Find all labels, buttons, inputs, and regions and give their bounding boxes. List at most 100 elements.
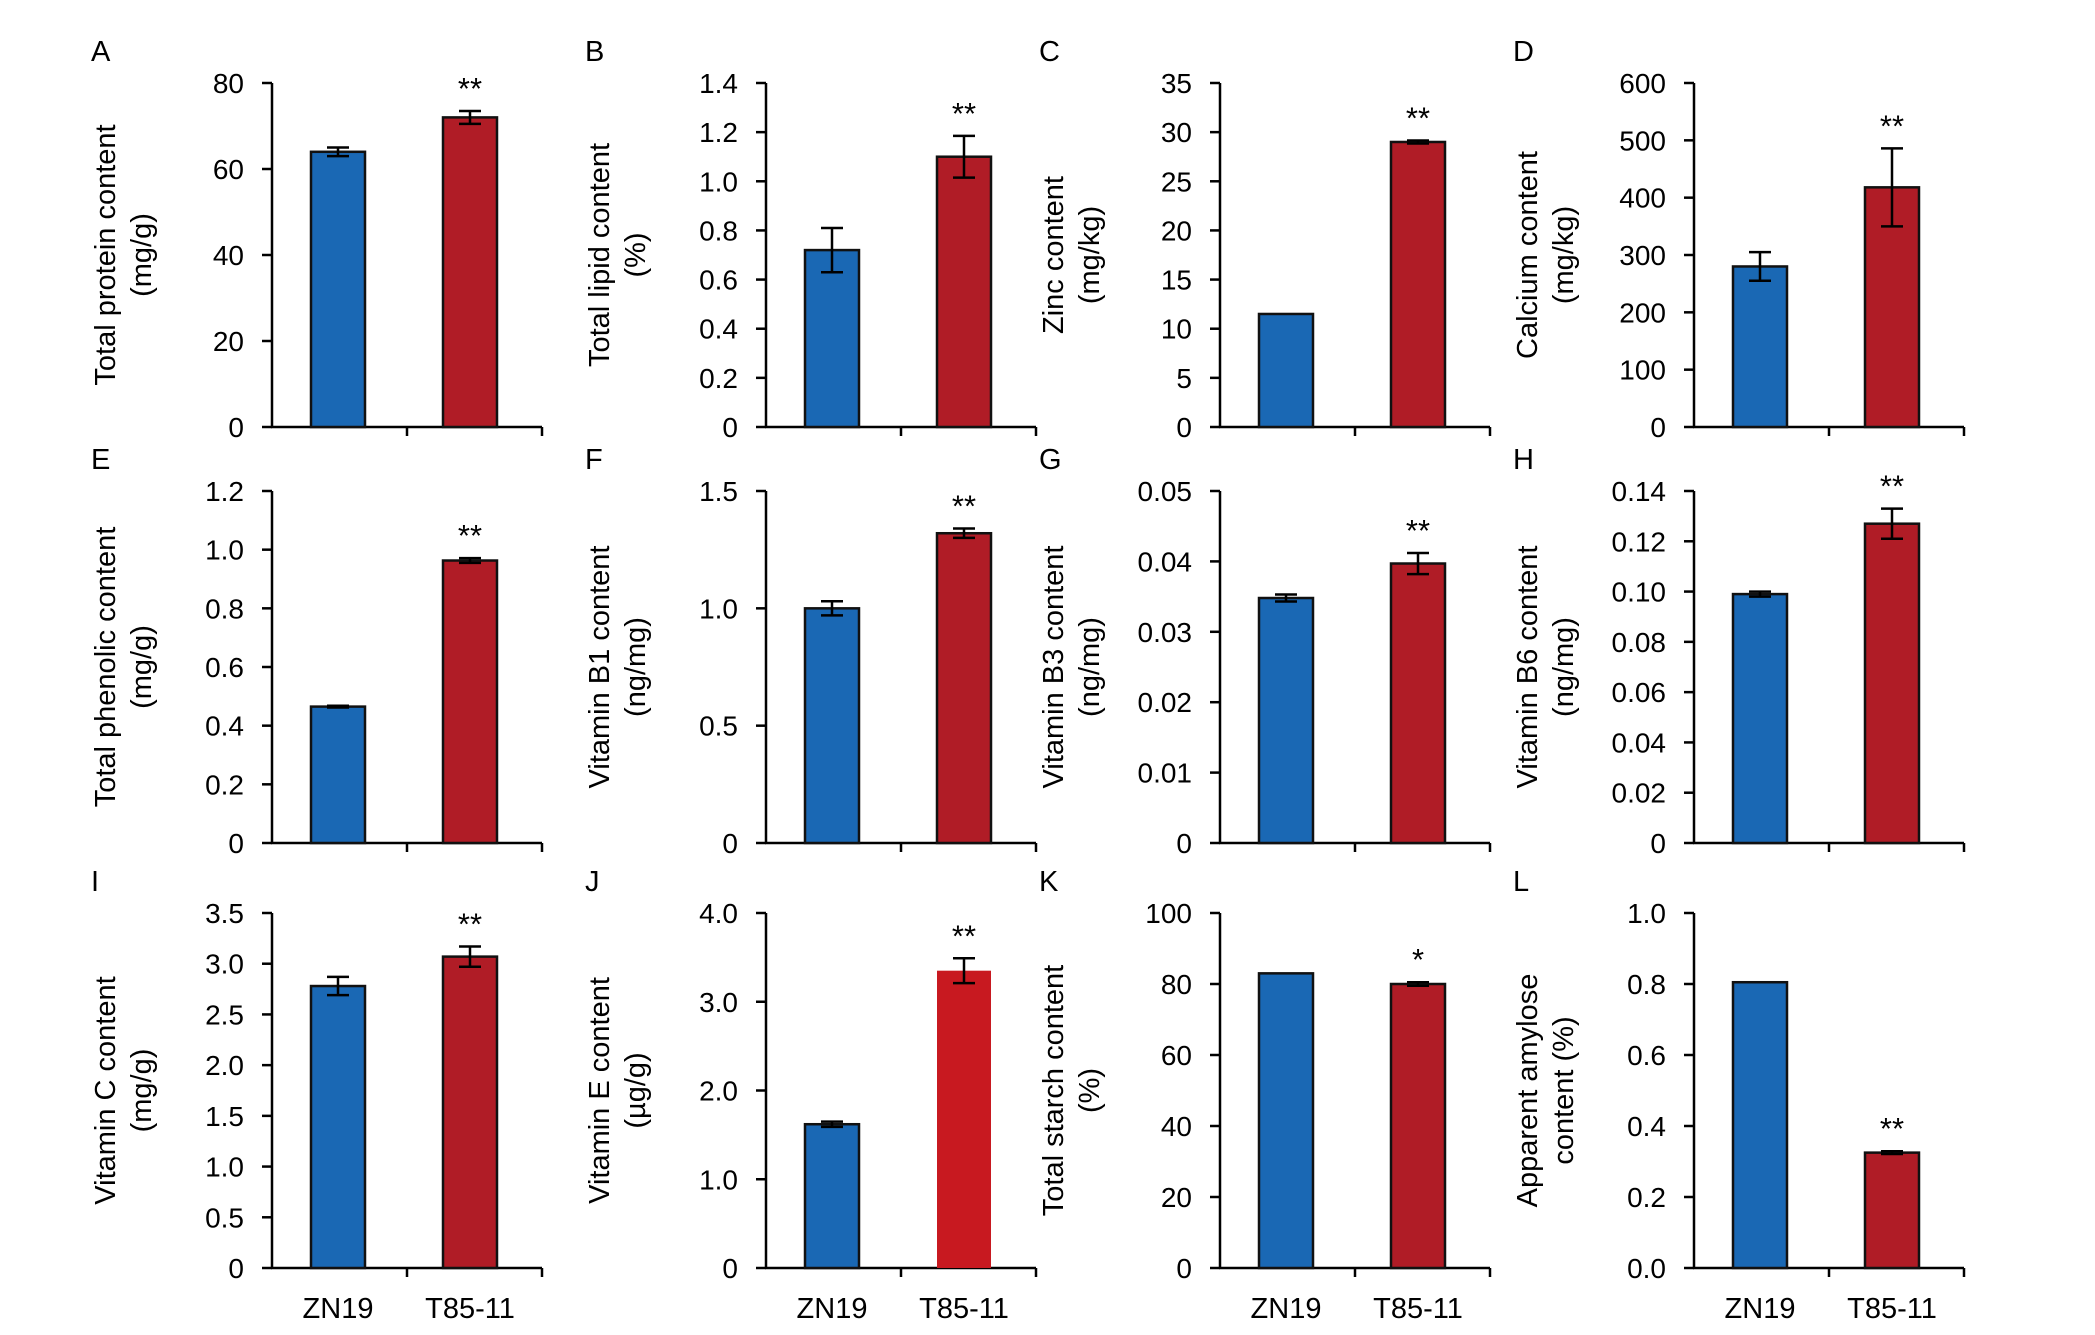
panel-letter: E <box>91 444 110 476</box>
y-tick-label: 0 <box>228 828 244 859</box>
y-tick-label: 1.0 <box>1627 898 1666 929</box>
y-tick-label: 0.04 <box>1138 546 1193 577</box>
bar-zn19 <box>1257 312 1315 429</box>
y-tick-label: 600 <box>1619 68 1666 99</box>
significance-label: ** <box>952 918 976 953</box>
significance-label: ** <box>1880 108 1904 143</box>
panel-letter: A <box>91 36 111 68</box>
x-tick-label: T85-11 <box>425 1293 515 1325</box>
bar-t85-11 <box>1389 562 1447 845</box>
y-tick-label: 500 <box>1619 125 1666 156</box>
bar-zn19 <box>1731 980 1789 1270</box>
y-tick-label: 60 <box>213 154 244 185</box>
x-tick-label: T85-11 <box>1847 1293 1937 1325</box>
y-axis-title-line: Zinc content <box>1038 176 1070 334</box>
panel-letter: K <box>1039 866 1059 898</box>
y-axis-title: Vitamin C content (mg/g) <box>90 976 158 1204</box>
x-tick-label: ZN19 <box>303 1293 374 1325</box>
y-axis-title: Total phenolic content (mg/g) <box>90 527 158 808</box>
y-tick-label: 1.0 <box>699 1164 738 1195</box>
y-tick-label: 0 <box>228 412 244 443</box>
y-axis-title: Vitamin B3 content (ng/mg) <box>1038 546 1106 789</box>
y-axis-title: Total lipid content (%) <box>584 143 652 367</box>
bar-zn19 <box>1731 265 1789 429</box>
significance-label: * <box>1412 942 1424 977</box>
significance-label: ** <box>1406 100 1430 135</box>
y-tick-label: 10 <box>1161 314 1192 345</box>
y-tick-label: 0.2 <box>699 363 738 394</box>
significance-label: ** <box>458 518 482 553</box>
y-tick-label: 0.05 <box>1138 476 1193 507</box>
y-tick-label: 1.2 <box>699 117 738 148</box>
y-tick-label: 3.5 <box>205 898 244 929</box>
y-axis-title-line: Total protein content <box>90 124 122 385</box>
panel-letter: B <box>585 36 604 68</box>
panel-letter: J <box>585 866 600 898</box>
y-axis-title-line: Vitamin E content <box>584 977 616 1204</box>
x-tick-label: T85-11 <box>919 1293 1009 1325</box>
significance-label: ** <box>952 96 976 131</box>
bar-zn19 <box>1257 596 1315 845</box>
panel-f: F 0 0.5 1.0 1.5 Vitamin B1 content (ng/mg) ** <box>584 444 1038 859</box>
y-tick-label: 80 <box>1161 969 1192 1000</box>
y-axis-title-line: Vitamin B1 content <box>584 546 616 789</box>
bar-zn19 <box>309 984 367 1270</box>
y-axis-title-line: (mg/g) <box>126 213 158 297</box>
bar-zn19 <box>1257 972 1315 1270</box>
x-tick-label: ZN19 <box>1725 1293 1796 1325</box>
panel-letter: F <box>585 444 603 476</box>
panel-letter: G <box>1039 444 1062 476</box>
y-tick-label: 0.6 <box>699 265 738 296</box>
y-axis-title-line: Total lipid content <box>584 143 616 367</box>
y-tick-label: 0.10 <box>1612 577 1667 608</box>
y-tick-label: 2.0 <box>205 1050 244 1081</box>
y-tick-label: 200 <box>1619 297 1666 328</box>
y-tick-label: 0.4 <box>699 314 738 345</box>
y-axis-title: Total protein content (mg/g) <box>90 124 158 385</box>
y-tick-label: 0.01 <box>1138 758 1193 789</box>
y-tick-label: 2.0 <box>699 1076 738 1107</box>
y-tick-label: 0 <box>1650 412 1666 443</box>
bar-t85-11 <box>441 116 499 429</box>
significance-label: ** <box>458 71 482 106</box>
y-axis-title-line: Total phenolic content <box>90 527 122 808</box>
y-tick-label: 1.4 <box>699 68 738 99</box>
y-tick-label: 0.12 <box>1612 526 1667 557</box>
y-axis-title-line: Apparent amylose <box>1512 974 1544 1208</box>
y-tick-label: 30 <box>1161 117 1192 148</box>
y-axis-title-line: (mg/kg) <box>1074 206 1106 304</box>
panel-g: G 0 0.01 0.02 0.03 0.04 0.05 Vitamin B3 content… <box>1038 444 1492 859</box>
significance-label: ** <box>1880 1111 1904 1146</box>
bar-zn19 <box>1731 592 1789 845</box>
y-tick-label: 0.02 <box>1612 778 1667 809</box>
panel-e: E 0 0.2 0.4 0.6 0.8 1.0 1.2 Total phenolic conte… <box>90 444 544 859</box>
y-tick-label: 20 <box>213 326 244 357</box>
y-tick-label: 1.5 <box>699 476 738 507</box>
y-axis-title-line: Vitamin B6 content <box>1512 546 1544 789</box>
y-axis-title: Calcium content (mg/kg) <box>1512 151 1580 359</box>
y-tick-label: 60 <box>1161 1040 1192 1071</box>
y-tick-label: 25 <box>1161 166 1192 197</box>
y-tick-label: 0.06 <box>1612 677 1667 708</box>
y-tick-label: 100 <box>1145 898 1192 929</box>
bar-zn19 <box>803 248 861 429</box>
y-tick-label: 0.0 <box>1627 1253 1666 1284</box>
panel-d: D 0 100 200 300 400 500 600 Calcium content (mg/k… <box>1512 36 1966 443</box>
y-tick-label: 0.2 <box>205 769 244 800</box>
y-tick-label: 0.6 <box>1627 1040 1666 1071</box>
y-axis-title: Total starch content (%) <box>1038 965 1106 1216</box>
y-axis-title-line: (ng/mg) <box>1548 617 1580 717</box>
y-axis-title-line: (ng/mg) <box>620 617 652 717</box>
bar-zn19 <box>309 705 367 845</box>
y-tick-label: 0 <box>1176 412 1192 443</box>
y-tick-label: 0 <box>228 1253 244 1284</box>
panel-k: K 0 20 40 60 80 100 Total starch content (%) ZN19… <box>1038 866 1492 1325</box>
bar-t85-11 <box>441 955 499 1270</box>
y-tick-label: 20 <box>1161 1182 1192 1213</box>
panel-i: I 0 0.5 1.0 1.5 2.0 2.5 3.0 3.5 Vitamin C content… <box>90 866 544 1325</box>
bar-t85-11 <box>1863 1151 1921 1270</box>
bar-t85-11 <box>935 531 993 845</box>
panel-b: B 0 0.2 0.4 0.6 0.8 1.0 1.2 1.4 Total lipid conte… <box>584 36 1038 443</box>
y-tick-label: 100 <box>1619 355 1666 386</box>
y-tick-label: 20 <box>1161 215 1192 246</box>
